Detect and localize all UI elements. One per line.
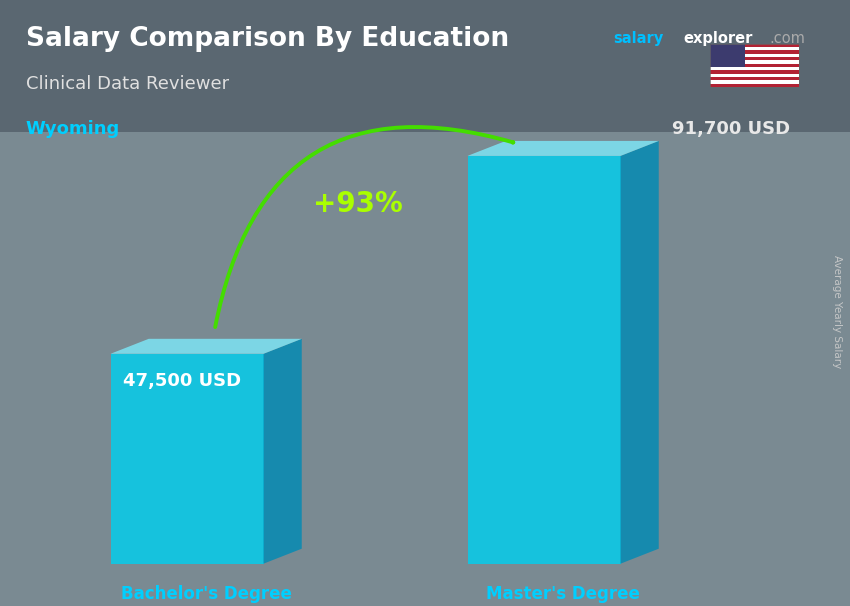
Polygon shape [110,354,264,564]
Polygon shape [710,61,799,64]
Polygon shape [264,339,302,564]
Text: Bachelor's Degree: Bachelor's Degree [121,585,292,603]
Text: 91,700 USD: 91,700 USD [672,120,790,138]
Polygon shape [710,54,799,57]
Text: Wyoming: Wyoming [26,120,120,138]
Text: +93%: +93% [313,190,403,218]
Polygon shape [710,67,799,70]
Polygon shape [710,57,799,61]
Polygon shape [620,141,659,564]
Text: salary: salary [614,32,664,47]
Polygon shape [710,44,745,67]
Polygon shape [710,81,799,84]
Polygon shape [710,70,799,74]
Polygon shape [110,339,302,354]
Text: Salary Comparison By Education: Salary Comparison By Education [26,26,508,52]
Polygon shape [710,74,799,77]
Text: .com: .com [769,32,805,47]
Polygon shape [710,50,799,54]
Text: 47,500 USD: 47,500 USD [123,372,241,390]
Polygon shape [710,84,799,87]
Polygon shape [710,64,799,67]
FancyArrowPatch shape [215,127,513,327]
Text: Average Yearly Salary: Average Yearly Salary [832,255,842,368]
Polygon shape [710,44,799,47]
Text: explorer: explorer [683,32,753,47]
Text: Master's Degree: Master's Degree [486,585,640,603]
Polygon shape [710,77,799,81]
Polygon shape [710,47,799,50]
Polygon shape [0,0,850,132]
Polygon shape [468,141,659,156]
Polygon shape [468,156,620,564]
Text: Clinical Data Reviewer: Clinical Data Reviewer [26,75,229,93]
